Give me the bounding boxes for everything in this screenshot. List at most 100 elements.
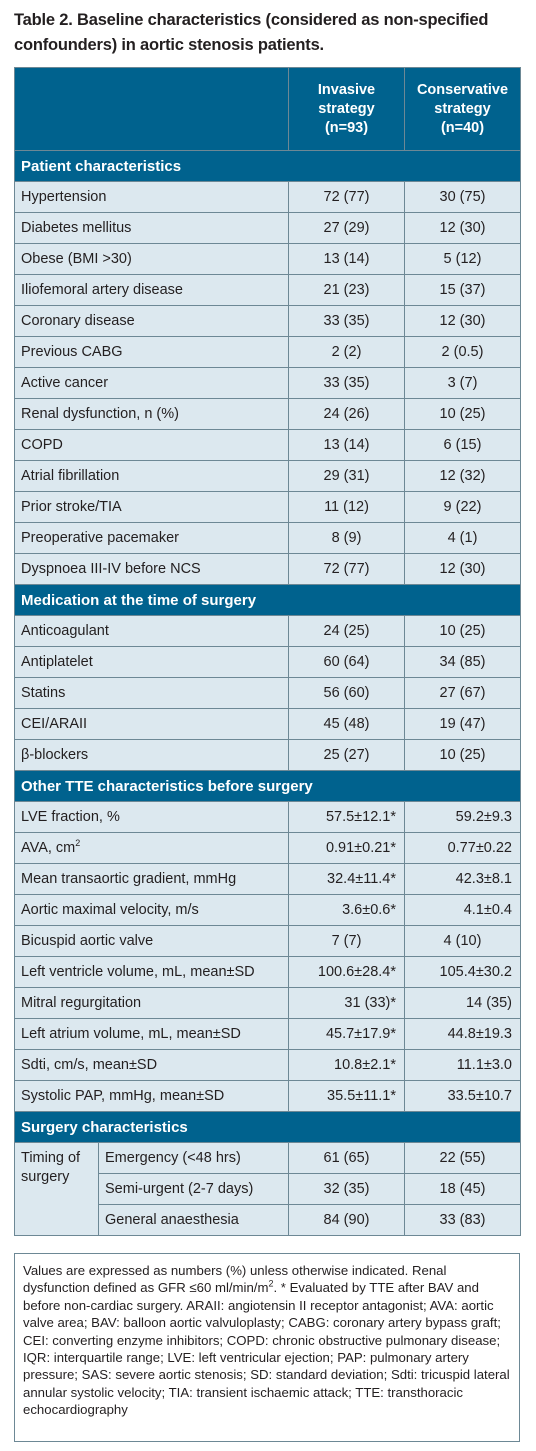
table-row: Diabetes mellitus 27 (29) 12 (30): [14, 212, 521, 244]
table-row: COPD 13 (14) 6 (15): [14, 429, 521, 461]
row-label-text: Previous CABG: [21, 344, 123, 360]
cell-invasive: 35.5±11.1*: [288, 1080, 405, 1112]
section-title: Surgery characteristics: [14, 1111, 521, 1143]
section-header-row: Medication at the time of surgery: [14, 584, 521, 616]
row-label-text: Active cancer: [21, 375, 109, 391]
cell-conservative: 11.1±3.0: [404, 1049, 521, 1081]
row-label: Bicuspid aortic valve: [14, 925, 289, 957]
cell-invasive: 33 (35): [288, 367, 405, 399]
row-label-text: COPD: [21, 437, 63, 453]
row-label-text: Preoperative pacemaker: [21, 530, 179, 546]
row-label: Obese (BMI >30): [14, 243, 289, 275]
cell-conservative: 30 (75): [404, 181, 521, 213]
cell-conservative: 5 (12): [404, 243, 521, 275]
table-row: Prior stroke/TIA 11 (12) 9 (22): [14, 491, 521, 523]
section-title: Medication at the time of surgery: [14, 584, 521, 616]
cell-conservative: 4.1±0.4: [404, 894, 521, 926]
row-label: Prior stroke/TIA: [14, 491, 289, 523]
baseline-characteristics-table: Invasive strategy (n=93) Conservative st…: [14, 67, 521, 1236]
row-label-text: Hypertension: [21, 189, 107, 205]
cell-invasive: 0.91±0.21*: [288, 832, 405, 864]
cell-invasive: 8 (9): [288, 522, 405, 554]
cell-invasive: 24 (25): [288, 615, 405, 647]
table-row: Antiplatelet 60 (64) 34 (85): [14, 646, 521, 678]
row-label-text: Renal dysfunction, n (%): [21, 406, 179, 422]
row-label: Atrial fibrillation: [14, 460, 289, 492]
row-label-text: Atrial fibrillation: [21, 468, 120, 484]
table-row: General anaesthesia 84 (90) 33 (83): [15, 1204, 521, 1236]
row-label: CEI/ARAII: [14, 708, 289, 740]
row-label: Mitral regurgitation: [14, 987, 289, 1019]
table-header-row: Invasive strategy (n=93) Conservative st…: [14, 67, 521, 151]
section-header-row: Patient characteristics: [14, 150, 521, 182]
table-row: Sdti, cm/s, mean±SD 10.8±2.1* 11.1±3.0: [14, 1049, 521, 1081]
row-label: Left ventricle volume, mL, mean±SD: [14, 956, 289, 988]
cell-invasive: 10.8±2.1*: [288, 1049, 405, 1081]
cell-invasive: 32 (35): [288, 1173, 405, 1205]
row-label: LVE fraction, %: [14, 801, 289, 833]
table-row: Left ventricle volume, mL, mean±SD 100.6±…: [14, 956, 521, 988]
row-label: AVA, cm2: [14, 832, 289, 864]
cell-invasive: 25 (27): [288, 739, 405, 771]
table-row: Anticoagulant 24 (25) 10 (25): [14, 615, 521, 647]
row-label-text: Left ventricle volume, mL, mean±SD: [21, 964, 255, 980]
header-blank-cell: [14, 67, 289, 151]
table-row: Left atrium volume, mL, mean±SD 45.7±17.9…: [14, 1018, 521, 1050]
row-label-text: Left atrium volume, mL, mean±SD: [21, 1026, 241, 1042]
row-label: Sdti, cm/s, mean±SD: [14, 1049, 289, 1081]
row-label-text: Bicuspid aortic valve: [21, 933, 154, 949]
row-label-text: Iliofemoral artery disease: [21, 282, 183, 298]
cell-invasive: 2 (2): [288, 336, 405, 368]
section-title: Patient characteristics: [14, 150, 521, 182]
row-label-text: LVE fraction, %: [21, 809, 120, 825]
row-label: Dyspnoea III-IV before NCS: [14, 553, 289, 585]
cell-conservative: 10 (25): [404, 739, 521, 771]
table-row: Active cancer 33 (35) 3 (7): [14, 367, 521, 399]
cell-invasive: 13 (14): [288, 243, 405, 275]
row-label: Semi-urgent (2-7 days): [98, 1173, 289, 1205]
cell-invasive: 21 (23): [288, 274, 405, 306]
table-row: Renal dysfunction, n (%) 24 (26) 10 (25): [14, 398, 521, 430]
cell-invasive: 72 (77): [288, 181, 405, 213]
row-label: Aortic maximal velocity, m/s: [14, 894, 289, 926]
cell-conservative: 12 (30): [404, 212, 521, 244]
table-row: Atrial fibrillation 29 (31) 12 (32): [14, 460, 521, 492]
cell-conservative: 22 (55): [404, 1142, 521, 1174]
row-label-text: β-blockers: [21, 747, 89, 763]
table-row: Mean transaortic gradient, mmHg 32.4±11.4…: [14, 863, 521, 895]
table-row: Previous CABG 2 (2) 2 (0.5): [14, 336, 521, 368]
table-number: Table 2.: [14, 11, 73, 29]
row-label-text: Coronary disease: [21, 313, 135, 329]
table-row: CEI/ARAII 45 (48) 19 (47): [14, 708, 521, 740]
table-row: Iliofemoral artery disease 21 (23) 15 (37): [14, 274, 521, 306]
row-label: Anticoagulant: [14, 615, 289, 647]
cell-invasive: 45 (48): [288, 708, 405, 740]
row-label-text: Prior stroke/TIA: [21, 499, 122, 515]
cell-invasive: 13 (14): [288, 429, 405, 461]
row-label-superscript: 2: [75, 838, 81, 849]
header-invasive-line-2: strategy: [318, 100, 375, 117]
row-label-text: Antiplatelet: [21, 654, 93, 670]
table-row: Semi-urgent (2-7 days) 32 (35) 18 (45): [15, 1173, 521, 1205]
cell-conservative: 105.4±30.2: [404, 956, 521, 988]
cell-conservative: 18 (45): [404, 1173, 521, 1205]
row-label: Renal dysfunction, n (%): [14, 398, 289, 430]
cell-invasive: 11 (12): [288, 491, 405, 523]
cell-conservative: 10 (25): [404, 398, 521, 430]
row-label-text: AVA, cm: [21, 840, 76, 856]
row-label-text: Statins: [21, 685, 66, 701]
cell-conservative: 9 (22): [404, 491, 521, 523]
table-row: Coronary disease 33 (35) 12 (30): [14, 305, 521, 337]
cell-conservative: 12 (30): [404, 553, 521, 585]
cell-invasive: 100.6±28.4*: [288, 956, 405, 988]
table-row: Preoperative pacemaker 8 (9) 4 (1): [14, 522, 521, 554]
cell-conservative: 42.3±8.1: [404, 863, 521, 895]
row-label: Iliofemoral artery disease: [14, 274, 289, 306]
cell-invasive: 27 (29): [288, 212, 405, 244]
cell-conservative: 15 (37): [404, 274, 521, 306]
footnote-part-2: . * Evaluated by TTE after BAV and befor…: [23, 1280, 510, 1418]
cell-conservative: 6 (15): [404, 429, 521, 461]
table-row: Bicuspid aortic valve 7 (7) 4 (10): [14, 925, 521, 957]
cell-conservative: 0.77±0.22: [404, 832, 521, 864]
